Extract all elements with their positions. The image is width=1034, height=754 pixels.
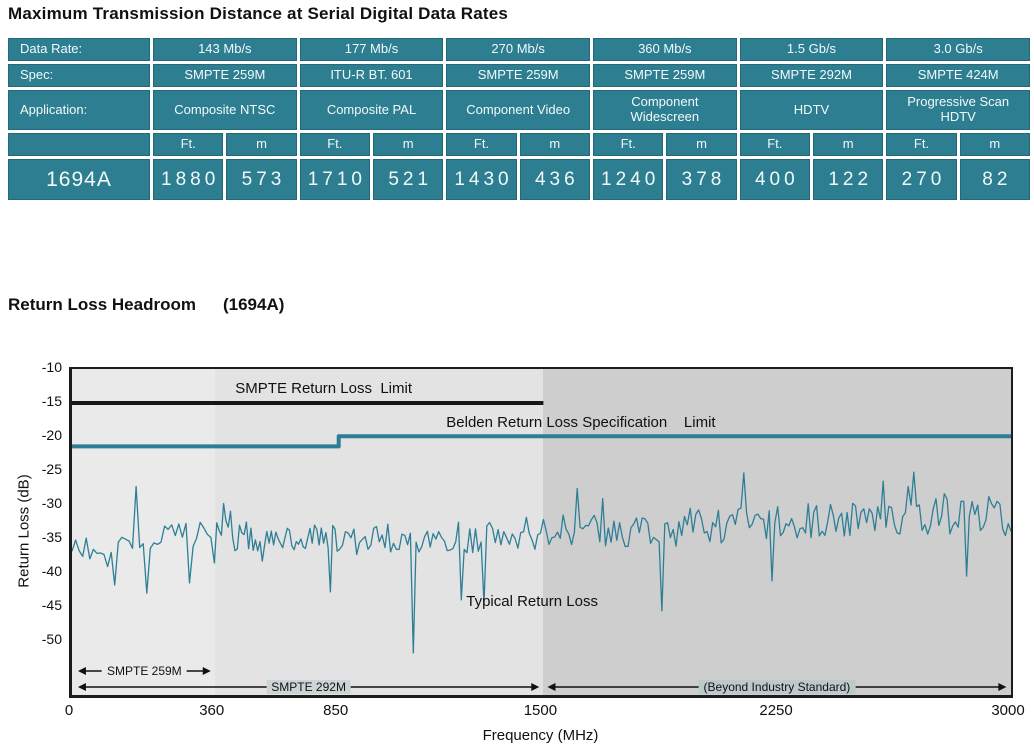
y-tick-label: -10 <box>41 359 62 375</box>
limit-line-1 <box>72 434 1011 449</box>
ft-value-cell: 1880 <box>153 159 224 200</box>
row-label-data-rate: Data Rate: <box>8 38 150 61</box>
x-axis-title: Frequency (MHz) <box>482 727 599 744</box>
data-rate-cell: 177 Mb/s <box>299 38 444 61</box>
ft-value-cell: 400 <box>739 159 810 200</box>
ft-value-cell: 1240 <box>593 159 664 200</box>
x-tick-label: 360 <box>199 702 225 719</box>
data-rate-cell: 360 Mb/s <box>593 38 737 61</box>
data-rate-cell: 3.0 Gb/s <box>886 38 1030 61</box>
x-tick-label: 0 <box>64 702 74 719</box>
range-arrow-label-2: (Beyond Industry Standard) <box>698 680 856 694</box>
ft-header-cell: Ft. <box>593 133 664 156</box>
data-rate-cell: 1.5 Gb/s <box>739 38 884 61</box>
ft-header-cell: Ft. <box>299 133 370 156</box>
arrowhead-icon <box>77 667 86 675</box>
m-header-cell: m <box>666 133 737 156</box>
m-value-cell: 378 <box>666 159 737 200</box>
arrowhead-icon <box>77 683 86 691</box>
chart-section-title-suffix: (1694A) <box>222 295 285 314</box>
m-header-cell: m <box>519 133 590 156</box>
ft-value-cell: 1710 <box>299 159 370 200</box>
limit-label-0: SMPTE Return Loss Limit <box>235 380 412 397</box>
arrowhead-icon <box>202 667 211 675</box>
y-tick-label: -40 <box>41 562 62 579</box>
x-tick-label: 1500 <box>523 702 558 719</box>
data-rate-cell: 270 Mb/s <box>446 38 590 61</box>
m-header-cell: m <box>226 133 297 156</box>
m-value-cell: 521 <box>373 159 444 200</box>
band-zone-1 <box>214 369 544 695</box>
application-cell: Composite NTSC <box>153 90 297 130</box>
m-header-cell: m <box>813 133 884 156</box>
y-tick-label: -20 <box>41 426 62 443</box>
data-rate-cell: 143 Mb/s <box>153 38 297 61</box>
x-tick-label: 3000 <box>991 702 1025 719</box>
limit-label-1: Belden Return Loss Specification Limit <box>446 414 716 431</box>
product-cell: 1694A <box>8 159 150 200</box>
spec-cell: SMPTE 424M <box>886 64 1030 87</box>
ft-header-cell: Ft. <box>153 133 224 156</box>
spec-cell: SMPTE 292M <box>739 64 884 87</box>
arrowhead-icon <box>531 683 540 691</box>
blank-cell <box>8 133 150 156</box>
y-tick-label: -25 <box>41 460 62 477</box>
application-cell: HDTV <box>739 90 884 130</box>
page-title: Maximum Transmission Distance at Serial … <box>8 4 509 23</box>
y-tick-label: -15 <box>41 392 62 409</box>
application-cell: Component Video <box>446 90 590 130</box>
row-label-application: Application: <box>8 90 150 130</box>
y-tick-label: -45 <box>41 596 62 613</box>
ft-value-cell: 270 <box>886 159 957 200</box>
chart-section-title-text: Return Loss Headroom <box>8 295 196 314</box>
plot-area: SMPTE 259M SMPTE 292M (Beyond Industry Sta… <box>69 367 1013 698</box>
arrowhead-icon <box>998 683 1007 691</box>
spec-cell: SMPTE 259M <box>153 64 297 87</box>
ft-value-cell: 1430 <box>446 159 517 200</box>
spec-cell: SMPTE 259M <box>446 64 590 87</box>
y-tick-label: -35 <box>41 528 62 545</box>
application-cell: Component Widescreen <box>593 90 737 130</box>
row-label-spec: Spec: <box>8 64 150 87</box>
spec-cell: ITU-R BT. 601 <box>299 64 444 87</box>
range-arrow-label-0: SMPTE 259M <box>101 664 187 678</box>
spec-cell: SMPTE 259M <box>593 64 737 87</box>
typical-return-loss-label: Typical Return Loss <box>466 593 598 610</box>
m-value-cell: 122 <box>813 159 884 200</box>
m-header-cell: m <box>373 133 444 156</box>
m-value-cell: 436 <box>519 159 590 200</box>
m-value-cell: 82 <box>959 159 1030 200</box>
ft-header-cell: Ft. <box>446 133 517 156</box>
application-cell: Composite PAL <box>299 90 444 130</box>
arrowhead-icon <box>547 683 556 691</box>
chart-section-title: Return Loss Headroom (1694A) <box>8 295 284 315</box>
y-tick-label: -50 <box>41 630 62 647</box>
ft-header-cell: Ft. <box>739 133 810 156</box>
typical-return-loss-trace <box>72 471 1011 654</box>
application-cell: Progressive Scan HDTV <box>886 90 1030 130</box>
m-header-cell: m <box>959 133 1030 156</box>
ft-header-cell: Ft. <box>886 133 957 156</box>
range-arrow-label-1: SMPTE 292M <box>266 680 351 694</box>
m-value-cell: 573 <box>226 159 297 200</box>
x-tick-label: 2250 <box>759 702 793 719</box>
x-tick-label: 850 <box>323 702 349 719</box>
band-zone-0 <box>72 369 215 695</box>
transmission-table: Data Rate: 143 Mb/s 177 Mb/s 270 Mb/s 360 Mb… <box>8 38 1030 200</box>
y-tick-label: -30 <box>41 494 62 511</box>
